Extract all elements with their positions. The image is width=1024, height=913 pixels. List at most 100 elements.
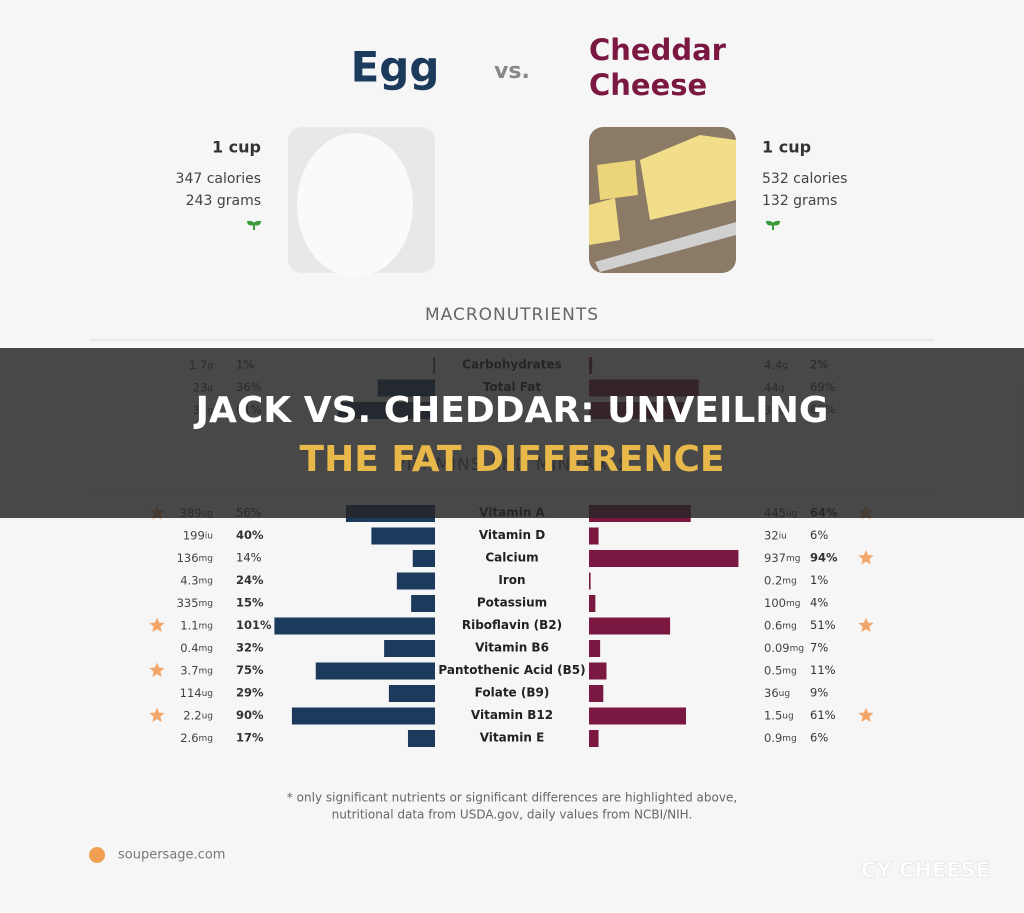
nutrient-name: Folate (B9) xyxy=(475,686,550,700)
amount: 0.6mg xyxy=(764,618,797,632)
amount-unit: mg xyxy=(786,554,800,564)
nutrient-name: Vitamin D xyxy=(479,528,545,542)
bar xyxy=(589,572,591,590)
percent: 75% xyxy=(236,663,264,677)
amount: 3.7mg xyxy=(180,663,213,677)
nutrient-name: Vitamin B6 xyxy=(475,641,549,655)
amount-unit: mg xyxy=(199,644,213,654)
amount-unit: mg xyxy=(786,599,800,609)
bar xyxy=(291,707,435,725)
percent: 11% xyxy=(810,663,836,677)
star xyxy=(858,707,874,722)
nutrient-name: Pantothenic Acid (B5) xyxy=(438,663,585,677)
amount: 0.9mg xyxy=(764,731,797,745)
star xyxy=(149,617,165,632)
bar xyxy=(396,572,435,590)
vs: vs. xyxy=(494,59,530,84)
banner xyxy=(0,348,1024,518)
percent: 9% xyxy=(810,686,828,700)
percent: 40% xyxy=(236,528,264,542)
nutrient-name: Calcium xyxy=(485,551,538,565)
percent: 101% xyxy=(236,618,272,632)
bar xyxy=(589,595,596,612)
percent: 32% xyxy=(236,641,264,655)
serving: 1 cup xyxy=(212,138,261,157)
star xyxy=(149,707,165,722)
amount-value: 0.09 xyxy=(764,641,790,655)
amount-value: 3.7 xyxy=(180,663,198,677)
section-title: MACRONUTRIENTS xyxy=(425,305,599,325)
amount-unit: ug xyxy=(782,711,793,721)
amount: 199iu xyxy=(183,528,213,542)
source: soupersage.com xyxy=(118,848,225,863)
calories: 347 calories xyxy=(176,171,261,187)
bar xyxy=(589,617,671,635)
bar xyxy=(388,685,435,702)
nutrient-name: Vitamin E xyxy=(480,731,545,745)
nutrient-name: Riboflavin (B2) xyxy=(462,618,562,632)
leaf-icon xyxy=(765,220,781,230)
amount-unit: ug xyxy=(779,689,790,699)
amount-unit: mg xyxy=(782,576,796,586)
nutrient-name: Potassium xyxy=(477,596,547,610)
amount-unit: mg xyxy=(782,621,796,631)
amount: 0.4mg xyxy=(180,641,213,655)
serving: 1 cup xyxy=(762,138,811,157)
percent: 51% xyxy=(810,618,836,632)
amount-value: 4.3 xyxy=(180,573,198,587)
amount: 32iu xyxy=(764,528,787,542)
bar xyxy=(589,707,686,725)
amount: 2.6mg xyxy=(180,731,213,745)
amount-unit: mg xyxy=(199,599,213,609)
calories: 532 calories xyxy=(762,171,847,187)
weight: 243 grams xyxy=(186,193,261,209)
percent: 24% xyxy=(236,573,264,587)
footnote: nutritional data from USDA.gov, daily va… xyxy=(332,808,693,822)
bar xyxy=(412,550,435,567)
bar xyxy=(384,640,435,657)
amount-value: 199 xyxy=(183,528,205,542)
amount: 100mg xyxy=(764,596,800,610)
bar xyxy=(589,527,599,545)
amount-unit: ug xyxy=(202,689,213,699)
amount-value: 100 xyxy=(764,596,786,610)
amount: 136mg xyxy=(177,551,213,565)
amount-value: 2.6 xyxy=(180,731,198,745)
bar xyxy=(589,730,599,747)
egg-image xyxy=(288,127,435,277)
right-title: Cheese xyxy=(589,68,707,102)
amount: 1.1mg xyxy=(180,618,213,632)
banner-title: JACK VS. CHEDDAR: UNVEILING xyxy=(193,390,829,431)
amount-unit: mg xyxy=(199,554,213,564)
nutrient-name: Iron xyxy=(498,573,525,587)
leaf-icon xyxy=(246,220,262,230)
watermark: CY CHEESE xyxy=(861,858,990,882)
amount-unit: mg xyxy=(199,621,213,631)
amount-unit: iu xyxy=(205,531,213,541)
amount-value: 335 xyxy=(177,596,199,610)
bar xyxy=(274,617,435,635)
amount: 335mg xyxy=(177,596,213,610)
percent: 29% xyxy=(236,686,264,700)
amount-unit: mg xyxy=(782,734,796,744)
weight: 132 grams xyxy=(762,193,837,209)
bar xyxy=(371,527,435,545)
percent: 17% xyxy=(236,731,264,745)
amount-value: 0.6 xyxy=(764,618,782,632)
amount-value: 0.4 xyxy=(180,641,198,655)
amount-unit: mg xyxy=(782,666,796,676)
amount: 1.5ug xyxy=(764,708,794,722)
amount-value: 0.2 xyxy=(764,573,782,587)
star xyxy=(858,617,874,632)
amount: 2.2ug xyxy=(183,708,213,722)
amount-unit: mg xyxy=(199,576,213,586)
percent: 90% xyxy=(236,708,264,722)
amount-value: 0.5 xyxy=(764,663,782,677)
banner-title: THE FAT DIFFERENCE xyxy=(300,439,725,480)
percent: 6% xyxy=(810,528,828,542)
amount-value: 36 xyxy=(764,686,779,700)
percent: 94% xyxy=(810,551,838,565)
amount-unit: mg xyxy=(790,644,804,654)
logo xyxy=(89,847,105,863)
